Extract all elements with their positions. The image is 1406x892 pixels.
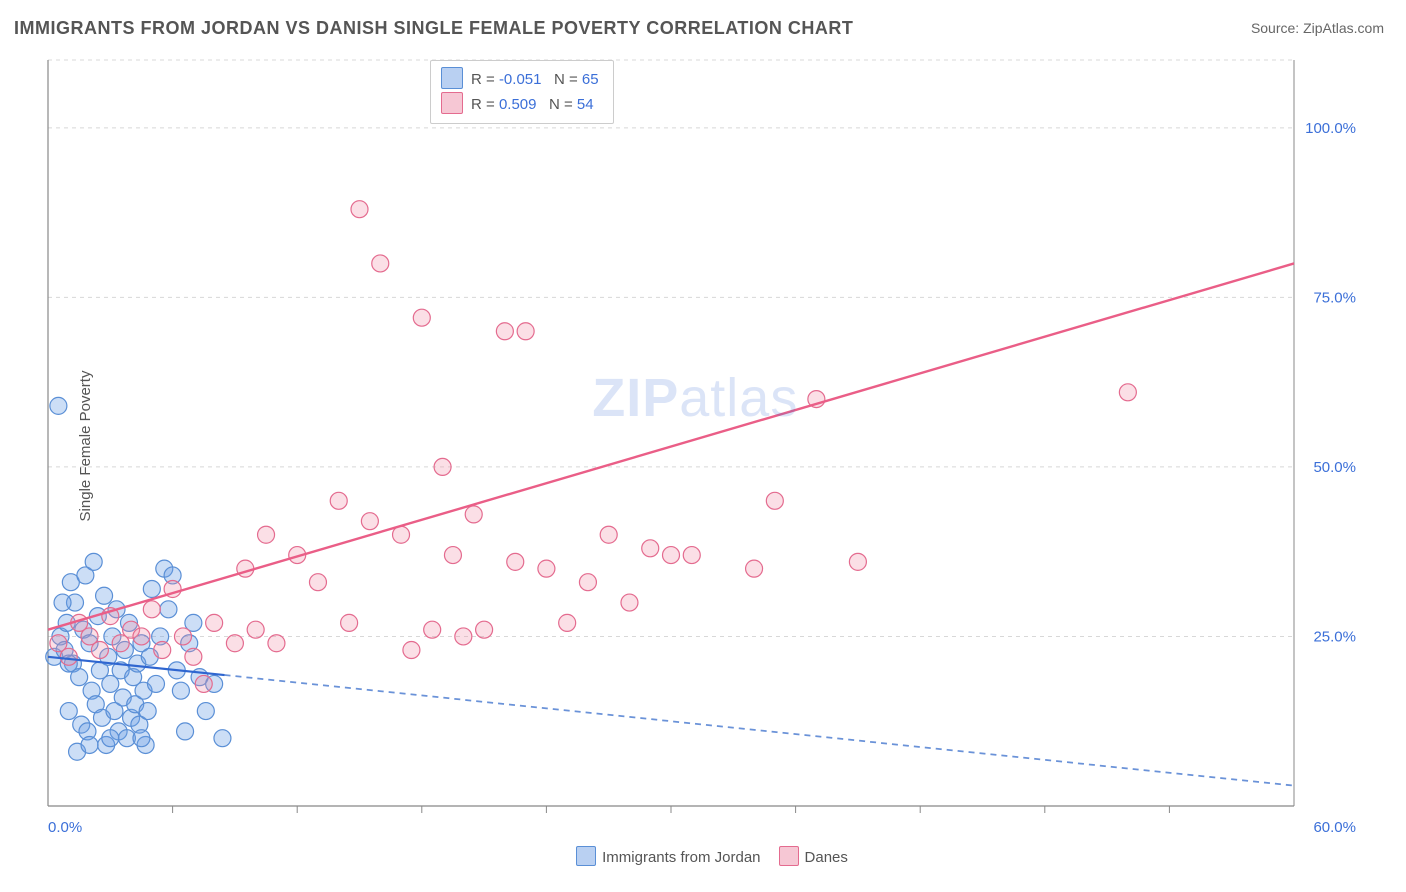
series-legend: Immigrants from Jordan Danes (0, 846, 1406, 866)
legend-row-jordan: R = -0.051 N = 65 (441, 67, 599, 92)
legend-r-label: R = (471, 96, 499, 113)
source-attribution: Source: ZipAtlas.com (1251, 20, 1384, 36)
chart-title: IMMIGRANTS FROM JORDAN VS DANISH SINGLE … (14, 18, 853, 39)
svg-text:100.0%: 100.0% (1305, 120, 1356, 137)
legend-swatch-danes (441, 92, 463, 114)
source-label: Source: (1251, 20, 1303, 36)
svg-text:60.0%: 60.0% (1313, 819, 1356, 836)
legend-r-label: R = (471, 71, 499, 88)
legend-r-value-danes: 0.509 (499, 96, 537, 113)
correlation-legend: R = -0.051 N = 65R = 0.509 N = 54 (430, 60, 614, 124)
series-swatch-danes (779, 846, 799, 866)
legend-n-value-jordan: 65 (582, 71, 599, 88)
svg-text:75.0%: 75.0% (1313, 289, 1356, 306)
legend-row-danes: R = 0.509 N = 54 (441, 92, 599, 117)
scatter-plot: 25.0% 50.0% 75.0% 100.0% 0.0% 60.0% (44, 54, 1364, 840)
svg-text:25.0%: 25.0% (1313, 628, 1356, 645)
series-swatch-jordan (576, 846, 596, 866)
legend-n-label: N = (541, 71, 581, 88)
svg-text:0.0%: 0.0% (48, 819, 82, 836)
plot-svg: 25.0% 50.0% 75.0% 100.0% 0.0% 60.0% (44, 54, 1364, 840)
series-label-jordan: Immigrants from Jordan (602, 849, 760, 866)
legend-r-value-jordan: -0.051 (499, 71, 542, 88)
legend-n-label: N = (536, 96, 576, 113)
chart-container: IMMIGRANTS FROM JORDAN VS DANISH SINGLE … (0, 0, 1406, 892)
legend-swatch-jordan (441, 67, 463, 89)
series-label-danes: Danes (805, 849, 848, 866)
legend-n-value-danes: 54 (577, 96, 594, 113)
svg-text:50.0%: 50.0% (1313, 459, 1356, 476)
source-value: ZipAtlas.com (1303, 20, 1384, 36)
